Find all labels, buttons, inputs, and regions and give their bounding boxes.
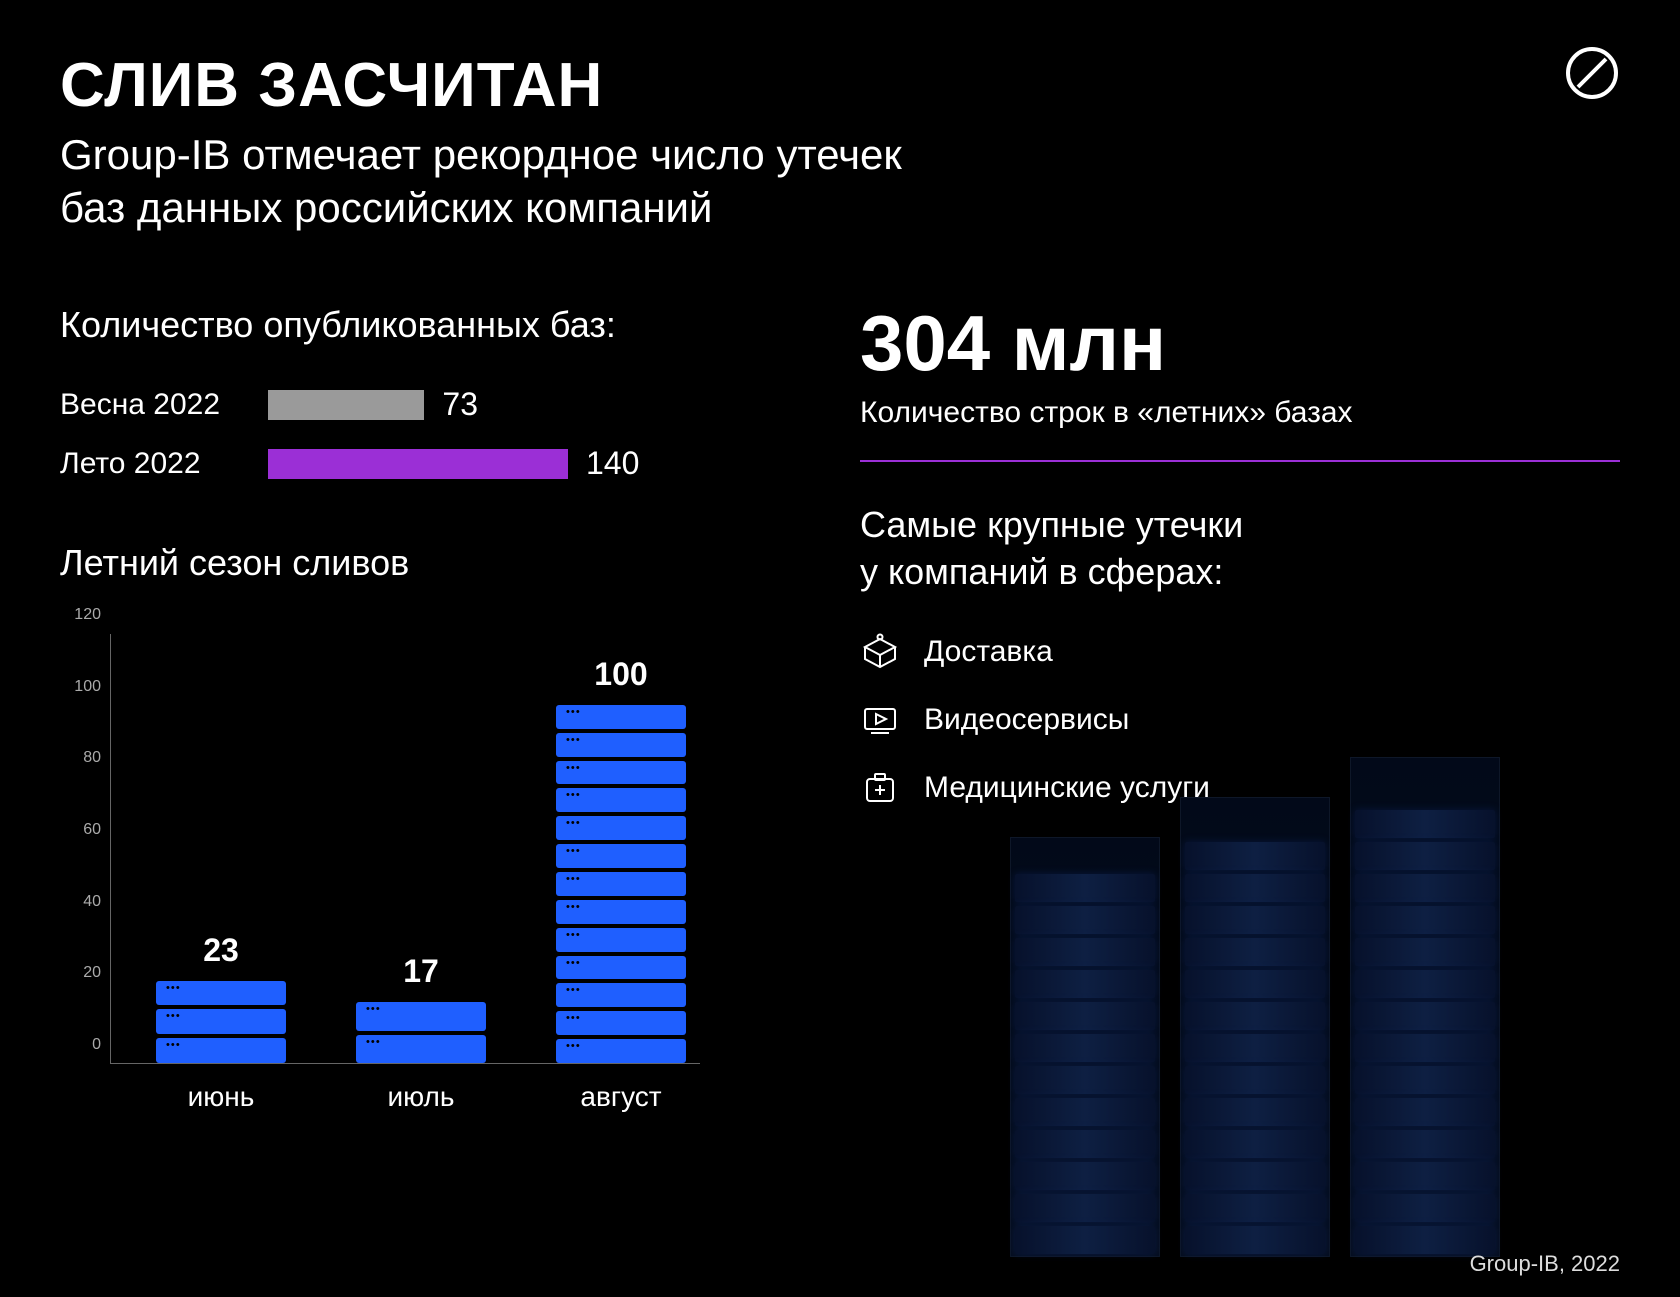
bar-segment [356, 1002, 486, 1030]
bar-stack [356, 1002, 486, 1063]
hbar-bar [268, 390, 424, 420]
attribution-text: Group-IB, 2022 [1470, 1251, 1620, 1277]
bar-segment [556, 956, 686, 980]
bar-value-label: 17 [403, 953, 439, 990]
y-axis-tick: 80 [61, 749, 101, 767]
delivery-icon [860, 632, 900, 672]
sector-label: Доставка [924, 635, 1053, 669]
y-axis-tick: 0 [61, 1036, 101, 1054]
bar-group: 23июнь [151, 932, 291, 1063]
bar-group: 100август [551, 656, 691, 1063]
subtitle-line-1: Group-IB отмечает рекордное число утечек [60, 131, 902, 178]
hbar-row: Весна 2022 73 [60, 386, 780, 423]
y-axis-tick: 120 [61, 606, 101, 624]
sectors-heading-line-2: у компаний в сферах: [860, 551, 1223, 592]
big-stat-value: 304 млн [860, 304, 1620, 382]
bar-segment [556, 1011, 686, 1035]
sectors-heading: Самые крупные утечки у компаний в сферах… [860, 502, 1620, 596]
x-axis-label: июнь [151, 1081, 291, 1113]
y-axis-tick: 100 [61, 678, 101, 696]
sector-label: Видеосервисы [924, 703, 1129, 737]
hbar-chart: Весна 2022 73 Лето 2022 140 [60, 386, 780, 482]
y-axis-tick: 20 [61, 964, 101, 982]
video-icon [860, 700, 900, 740]
x-axis-label: июль [351, 1081, 491, 1113]
bar-segment [356, 1035, 486, 1063]
big-stat-caption: Количество строк в «летних» базах [860, 396, 1620, 430]
bar-segment [556, 844, 686, 868]
bar-stack [556, 705, 686, 1063]
hbar-label: Лето 2022 [60, 447, 250, 481]
bar-segment [556, 983, 686, 1007]
bar-group: 17июль [351, 953, 491, 1063]
sectors-heading-line-1: Самые крупные утечки [860, 504, 1243, 545]
bar-segment [156, 1009, 286, 1034]
bar-value-label: 23 [203, 932, 239, 969]
hbar-value: 140 [586, 445, 639, 482]
hbar-label: Весна 2022 [60, 388, 250, 422]
vbar-chart-plot: 02040608010012023июнь17июль100август [110, 634, 700, 1064]
y-axis-tick: 60 [61, 821, 101, 839]
bar-segment [556, 761, 686, 785]
vbar-chart: 02040608010012023июнь17июль100август [60, 634, 700, 1114]
page-subtitle: Group-IB отмечает рекордное число утечек… [60, 129, 1620, 234]
bar-segment [156, 981, 286, 1006]
y-axis-tick: 40 [61, 893, 101, 911]
bar-segment [556, 788, 686, 812]
bar-segment [556, 928, 686, 952]
hbar-value: 73 [442, 386, 478, 423]
x-axis-label: август [551, 1081, 691, 1113]
page-title: СЛИВ ЗАСЧИТАН [60, 50, 1620, 121]
bar-segment [556, 872, 686, 896]
brand-logo-icon [1564, 45, 1620, 106]
bar-segment [156, 1038, 286, 1063]
bar-stack [156, 981, 286, 1063]
medical-icon [860, 768, 900, 808]
bar-segment [556, 816, 686, 840]
sector-list: Доставка Видеосервисы Медицинские услуги [860, 632, 1620, 808]
hbar-row: Лето 2022 140 [60, 445, 780, 482]
vbar-chart-title: Летний сезон сливов [60, 542, 780, 584]
hbar-bar [268, 449, 568, 479]
sector-item: Медицинские услуги [860, 768, 1620, 808]
bar-value-label: 100 [594, 656, 647, 693]
bar-segment [556, 1039, 686, 1063]
sector-item: Видеосервисы [860, 700, 1620, 740]
bar-segment [556, 733, 686, 757]
hbar-chart-heading: Количество опубликованных баз: [60, 304, 780, 346]
sector-item: Доставка [860, 632, 1620, 672]
bar-segment [556, 900, 686, 924]
bar-segment [556, 705, 686, 729]
section-divider [860, 460, 1620, 462]
subtitle-line-2: баз данных российских компаний [60, 184, 712, 231]
sector-label: Медицинские услуги [924, 771, 1210, 805]
